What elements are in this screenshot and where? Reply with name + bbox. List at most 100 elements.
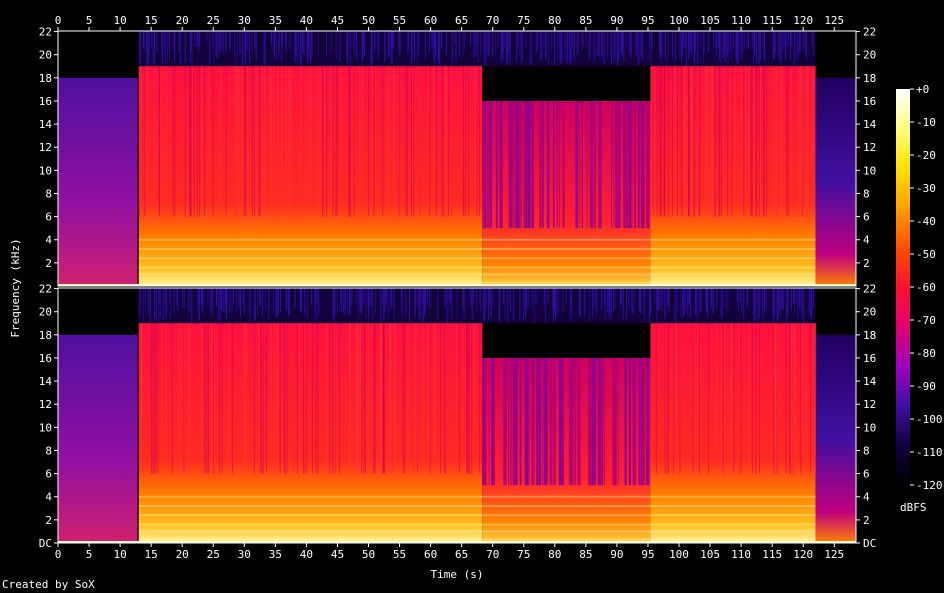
hf-streak <box>689 31 691 49</box>
texture-streak <box>468 323 470 474</box>
hf-streak <box>248 288 250 323</box>
texture-streak <box>389 323 391 474</box>
gap-streak <box>503 357 506 486</box>
hf-streak <box>642 31 644 59</box>
texture-streak <box>259 66 261 217</box>
hf-streak <box>374 31 376 52</box>
hf-streak <box>576 31 578 57</box>
hf-streak <box>735 31 737 61</box>
gap-streak <box>618 100 620 229</box>
y-tick-label: 12 <box>39 398 52 411</box>
hf-streak <box>589 288 591 322</box>
hf-streak <box>682 288 684 316</box>
texture-streak <box>382 323 384 474</box>
hf-streak <box>411 31 413 65</box>
colorbar-tick-label: -80 <box>916 347 936 360</box>
hf-streak <box>294 31 296 63</box>
hf-streak <box>756 288 758 320</box>
hf-streak <box>609 288 611 318</box>
gap-streak <box>619 100 621 229</box>
hf-streak <box>170 288 172 318</box>
y-tick-label: 12 <box>39 141 52 154</box>
texture-streak <box>708 66 710 217</box>
y-tick-label: 10 <box>863 421 876 434</box>
hf-streak <box>351 31 353 46</box>
hf-streak <box>658 288 660 311</box>
x-tick-label: 30 <box>238 548 251 561</box>
hf-streak <box>610 31 612 63</box>
hf-streak <box>245 31 247 61</box>
hf-streak <box>209 288 211 313</box>
hf-streak <box>581 31 583 51</box>
hf-streak <box>209 31 211 65</box>
texture-streak <box>160 66 162 217</box>
hf-streak <box>222 288 224 313</box>
texture-streak <box>261 323 263 474</box>
hf-streak <box>417 31 419 56</box>
hf-streak <box>619 288 621 306</box>
gap-streak <box>543 357 546 486</box>
hf-streak <box>545 31 547 61</box>
hf-streak <box>519 31 521 55</box>
hf-streak <box>435 31 437 56</box>
texture-streak <box>775 66 777 217</box>
hf-streak <box>689 288 691 319</box>
hf-streak <box>568 31 570 61</box>
hf-streak <box>520 31 522 65</box>
texture-streak <box>219 66 221 217</box>
texture-streak <box>665 323 667 474</box>
texture-streak <box>257 66 259 217</box>
hf-streak <box>437 288 439 321</box>
texture-streak <box>759 323 761 474</box>
y-tick-label: 18 <box>863 72 876 85</box>
hf-streak <box>162 288 164 315</box>
texture-streak <box>434 323 436 474</box>
hf-streak <box>761 288 763 313</box>
texture-streak <box>481 323 483 474</box>
gap-streak <box>575 100 578 229</box>
hf-streak <box>545 288 547 324</box>
texture-streak <box>427 323 429 474</box>
texture-streak <box>402 323 404 474</box>
gap-streak <box>541 357 543 486</box>
texture-streak <box>251 66 253 217</box>
y-tick-label: 14 <box>863 375 877 388</box>
hf-streak <box>151 31 153 48</box>
texture-streak <box>218 323 220 474</box>
texture-streak <box>429 66 431 217</box>
hf-streak <box>318 288 320 316</box>
texture-streak <box>228 323 230 474</box>
hf-streak <box>541 31 543 59</box>
hf-streak <box>628 288 630 310</box>
gap-streak <box>559 100 561 229</box>
hf-streak <box>610 288 612 314</box>
hf-streak <box>790 288 792 311</box>
hf-streak <box>449 288 451 303</box>
texture-streak <box>374 323 376 474</box>
hf-streak <box>288 288 290 309</box>
y-tick-label: 4 <box>863 491 870 504</box>
texture-streak <box>791 323 793 474</box>
hf-streak <box>582 31 584 46</box>
hf-streak <box>145 288 147 310</box>
y-tick-label: 16 <box>39 352 52 365</box>
hf-streak <box>723 31 725 54</box>
gap-streak <box>568 357 571 486</box>
hf-streak <box>169 31 171 51</box>
hf-streak <box>456 288 458 319</box>
hf-streak <box>434 31 436 64</box>
hf-streak <box>231 288 233 313</box>
hf-streak <box>620 288 622 310</box>
texture-streak <box>800 66 802 217</box>
hf-streak <box>558 31 560 47</box>
hf-streak <box>517 31 519 49</box>
y-tick-label: 18 <box>39 329 52 342</box>
gap-streak <box>644 100 646 229</box>
texture-streak <box>389 66 391 217</box>
hf-streak <box>164 31 166 66</box>
hf-streak <box>604 31 606 65</box>
hf-streak <box>780 288 782 317</box>
hf-streak <box>717 31 719 49</box>
gap-streak <box>510 100 513 229</box>
texture-streak <box>296 323 298 474</box>
